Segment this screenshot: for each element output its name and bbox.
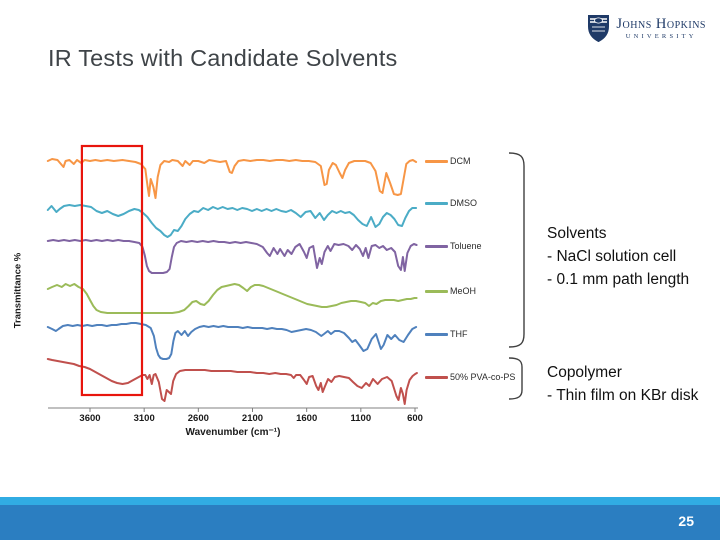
legend-item-50-pva-co-ps: 50% PVA-co-PS <box>425 372 515 382</box>
logo-university: University <box>625 32 697 40</box>
trace-dcm <box>46 158 418 199</box>
trace-toluene <box>46 239 418 274</box>
slide-title: IR Tests with Candidate Solvents <box>48 45 398 71</box>
legend-label: 50% PVA-co-PS <box>450 372 516 382</box>
chart-legend: DCM DMSO Toluene MeOH THF 50% PVA-co-PS <box>425 138 540 398</box>
solvents-annotation: Solvents - NaCl solution cell - 0.1 mm p… <box>547 222 689 291</box>
legend-line-swatch <box>425 332 448 336</box>
ir-spectra-chart: 3600 3100 2600 2100 1600 1100 600 Wavenumber (c… <box>46 144 423 438</box>
x-tick-label: 1600 <box>296 413 317 424</box>
solvents-heading: Solvents <box>547 225 607 242</box>
legend-line-swatch <box>425 159 448 163</box>
x-tick-label: 2100 <box>242 413 263 424</box>
legend-line-swatch <box>425 289 448 293</box>
solvents-line: - NaCl solution cell <box>547 248 677 265</box>
legend-label: THF <box>450 329 468 339</box>
legend-line-swatch <box>425 244 448 248</box>
logo-text: Johns Hopkins University <box>616 17 706 40</box>
legend-item-dmso: DMSO <box>425 198 477 208</box>
x-tick-label: 600 <box>407 413 423 424</box>
copolymer-annotation: Copolymer - Thin film on KBr disk <box>547 361 698 407</box>
trace-meoh <box>46 283 418 314</box>
footer-accent-strip <box>0 497 720 505</box>
legend-label: DCM <box>450 156 471 166</box>
trace-thf <box>46 322 418 360</box>
solvents-bracket-icon <box>508 152 525 348</box>
x-tick-label: 1100 <box>351 413 372 424</box>
highlight-region-box <box>80 144 144 397</box>
legend-line-swatch <box>425 201 448 205</box>
copolymer-heading: Copolymer <box>547 364 622 381</box>
university-logo: Johns Hopkins University <box>587 14 706 43</box>
legend-item-dcm: DCM <box>425 156 471 166</box>
logo-name: Johns Hopkins <box>616 16 706 32</box>
legend-label: MeOH <box>450 286 477 296</box>
legend-item-toluene: Toluene <box>425 241 482 251</box>
x-tick-label: 2600 <box>188 413 209 424</box>
copolymer-line: - Thin film on KBr disk <box>547 387 699 404</box>
page-number: 25 <box>678 513 694 529</box>
footer-bar <box>0 505 720 540</box>
shield-icon <box>588 15 610 43</box>
x-tick-label: 3100 <box>134 413 155 424</box>
solvents-line: - 0.1 mm path length <box>547 271 690 288</box>
legend-item-thf: THF <box>425 329 468 339</box>
trace-dmso <box>46 204 418 238</box>
trace-50-pva-co-ps <box>46 358 418 405</box>
y-axis-label: Transmittance % <box>12 252 24 329</box>
copolymer-bracket-icon <box>508 357 523 400</box>
legend-label: DMSO <box>450 198 477 208</box>
legend-item-meoh: MeOH <box>425 286 476 296</box>
legend-line-swatch <box>425 375 448 379</box>
legend-label: Toluene <box>450 241 482 251</box>
x-axis-title: Wavenumber (cm⁻¹) <box>186 427 281 438</box>
grouping-brackets <box>508 152 525 400</box>
x-tick-label: 3600 <box>79 413 100 424</box>
